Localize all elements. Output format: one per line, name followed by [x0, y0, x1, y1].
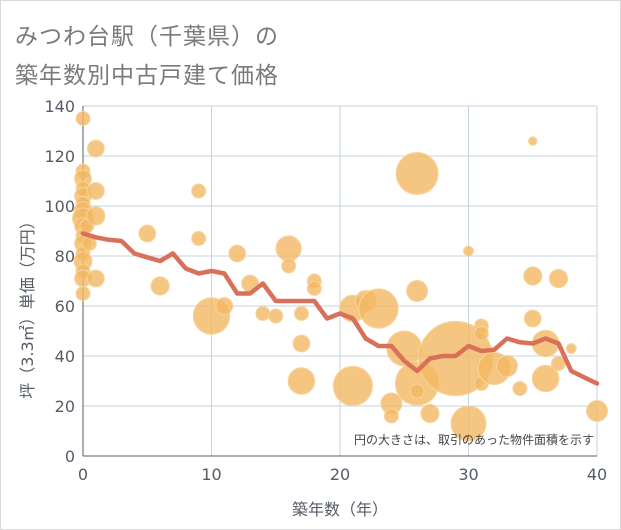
data-bubble: [512, 381, 528, 396]
data-bubble: [275, 235, 302, 262]
y-tick-label: 100: [44, 197, 75, 216]
data-bubble: [293, 306, 309, 321]
data-bubble: [463, 245, 474, 257]
x-tick-label: 10: [201, 465, 221, 484]
x-tick-label: 40: [587, 465, 607, 484]
average-line-group: [80, 231, 600, 386]
data-bubble: [496, 355, 519, 377]
data-bubble: [191, 231, 207, 246]
y-tick-label: 140: [44, 97, 75, 116]
x-tick-label: 20: [330, 465, 350, 484]
data-bubble: [395, 152, 439, 195]
data-bubble: [138, 224, 157, 243]
y-tick-label: 80: [55, 247, 75, 266]
data-bubble: [548, 268, 569, 289]
data-bubble: [450, 405, 487, 442]
chart-note: 円の大きさは、取引のあった物件面積を示す: [354, 432, 594, 447]
data-bubble: [215, 297, 234, 315]
y-tick-label: 20: [55, 397, 75, 416]
data-bubble: [528, 136, 538, 146]
data-bubble: [523, 266, 543, 286]
y-tick-label: 0: [65, 447, 75, 466]
y-tick-label: 40: [55, 347, 75, 366]
data-bubble: [75, 111, 91, 126]
data-bubble: [292, 334, 311, 353]
data-bubble: [75, 286, 91, 301]
data-bubble: [523, 309, 542, 328]
tick-labels: 0 20 40 60 80 100 120 140 0 10 20 30 40: [44, 97, 607, 484]
data-bubble: [565, 343, 577, 354]
average-price-line: [80, 231, 600, 386]
data-bubble: [86, 269, 105, 288]
data-bubble: [86, 182, 105, 200]
data-bubble: [358, 288, 399, 329]
data-bubble: [586, 400, 608, 422]
x-tick-label: 30: [458, 465, 478, 484]
data-bubble: [281, 258, 297, 274]
data-bubble: [332, 365, 373, 407]
data-bubble: [420, 403, 440, 424]
data-bubble: [383, 408, 399, 424]
data-bubble: [268, 308, 284, 324]
chart-title-line1: みつわ台駅（千葉県）の: [15, 24, 279, 50]
chart-title-line2: 築年数別中古戸建て価格: [15, 63, 279, 89]
data-bubble: [150, 276, 170, 296]
data-bubble: [228, 244, 247, 263]
data-bubble: [287, 367, 316, 395]
data-bubble: [531, 364, 560, 393]
data-bubble: [86, 206, 106, 226]
data-bubble: [409, 383, 425, 399]
x-tick-label: 0: [78, 465, 88, 484]
data-bubble: [86, 139, 105, 158]
y-tick-label: 60: [55, 297, 75, 316]
data-bubble: [406, 280, 429, 302]
data-bubble: [255, 306, 271, 321]
y-tick-label: 120: [44, 147, 75, 166]
x-axis-label: 築年数（年）: [292, 500, 388, 519]
data-bubble: [191, 183, 207, 199]
data-bubble: [306, 281, 322, 296]
data-bubble: [473, 326, 489, 341]
y-axis-label: 坪（3.3㎡）単価（万円）: [18, 213, 37, 398]
